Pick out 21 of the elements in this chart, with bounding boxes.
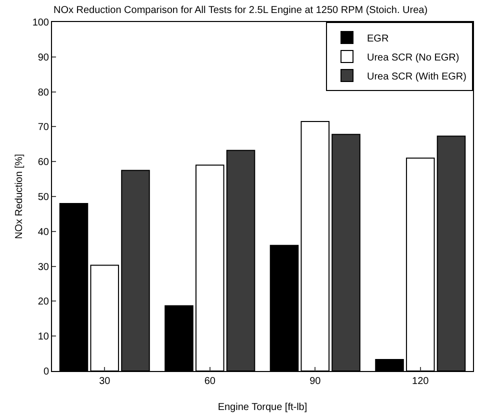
y-tick-label: 70 xyxy=(38,122,50,134)
x-axis-title: Engine Torque [ft-lb] xyxy=(218,402,308,413)
y-tick-label: 80 xyxy=(38,87,50,98)
x-tick-label: 30 xyxy=(99,376,111,387)
legend-label: EGR xyxy=(367,33,389,44)
legend-label: Urea SCR (With EGR) xyxy=(367,71,466,82)
y-tick-label: 40 xyxy=(38,226,50,238)
legend-label: Urea SCR (No EGR) xyxy=(367,52,460,64)
y-tick-label: 100 xyxy=(32,18,50,28)
y-tick-label: 50 xyxy=(38,192,50,203)
y-tick-label: 90 xyxy=(38,52,50,64)
y-axis-title: NOx Reduction [%] xyxy=(14,154,25,240)
x-tick-label: 120 xyxy=(412,376,430,387)
y-tick-label: 60 xyxy=(38,157,50,168)
y-tick-label: 0 xyxy=(43,366,50,378)
y-tick-label: 30 xyxy=(38,262,50,273)
x-tick-label: 90 xyxy=(310,376,322,387)
y-tick-label: 10 xyxy=(38,332,50,343)
y-tick-label: 20 xyxy=(38,296,50,308)
chart-title: NOx Reduction Comparison for All Tests for 2.5L Engine at 1250 RPM (Stoich. Urea) xyxy=(53,5,428,16)
x-tick-label: 60 xyxy=(204,376,216,387)
